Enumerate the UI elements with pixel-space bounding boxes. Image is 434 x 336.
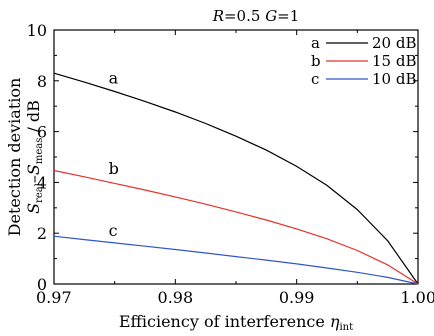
y-axis-label-line1: Detection deviation: [5, 78, 24, 237]
y-label-minus: –: [24, 175, 43, 183]
legend-id-c: c: [311, 70, 319, 88]
x-axis-label: Efficiency of interference ηint: [119, 312, 353, 333]
legend-name-b: 15 dB: [372, 52, 416, 70]
y-label-sub1: real: [34, 183, 45, 203]
x-axis-label-symbol: η: [330, 312, 340, 331]
y-axis-label: Detection deviation Sreal–Smeas / dB: [5, 78, 45, 237]
x-tick-label: 0.99: [279, 288, 315, 307]
x-tick-label: 0.98: [158, 288, 194, 307]
x-tick-label: 1.00: [400, 288, 434, 307]
x-axis-label-subscript: int: [339, 322, 353, 333]
x-tick-label: 0.97: [36, 288, 72, 307]
title-r-value: =0.5: [224, 7, 265, 25]
chart-title: R=0.5 G=1: [212, 7, 300, 25]
y-tick-label: 10: [27, 21, 47, 40]
legend-id-a: a: [311, 34, 320, 52]
curve-label-a: a: [109, 69, 119, 88]
series-layer: [53, 72, 419, 285]
y-tick-label: 0: [37, 275, 47, 294]
legend-id-b: b: [311, 52, 321, 70]
y-label-s1: S: [24, 203, 43, 214]
series-line-a: [53, 72, 419, 285]
y-axis-label-line2: Sreal–Smeas / dB: [24, 100, 45, 214]
title-g-symbol: G: [265, 7, 277, 25]
y-tick-label: 6: [37, 123, 47, 142]
series-line-b: [53, 169, 419, 285]
curve-label-c: c: [109, 221, 118, 240]
legend-name-c: 10 dB: [372, 70, 416, 88]
title-r-symbol: R: [212, 7, 224, 25]
curve-label-b: b: [109, 159, 119, 178]
series-line-c: [53, 235, 419, 285]
title-g-value: =1: [277, 7, 299, 25]
x-axis-label-main: Efficiency of interference: [119, 312, 330, 331]
y-label-sub2: meas: [34, 138, 45, 165]
y-tick-label: 4: [37, 173, 47, 192]
y-tick-label: 8: [37, 72, 47, 91]
legend-name-a: 20 dB: [372, 34, 416, 52]
legend: a 20 dB b 15 dB c 10 dB: [311, 34, 416, 88]
y-tick-label: 2: [37, 224, 47, 243]
y-label-s2: S: [24, 164, 43, 175]
y-label-unit: / dB: [24, 100, 43, 138]
curve-labels-layer: a b c: [109, 69, 119, 241]
